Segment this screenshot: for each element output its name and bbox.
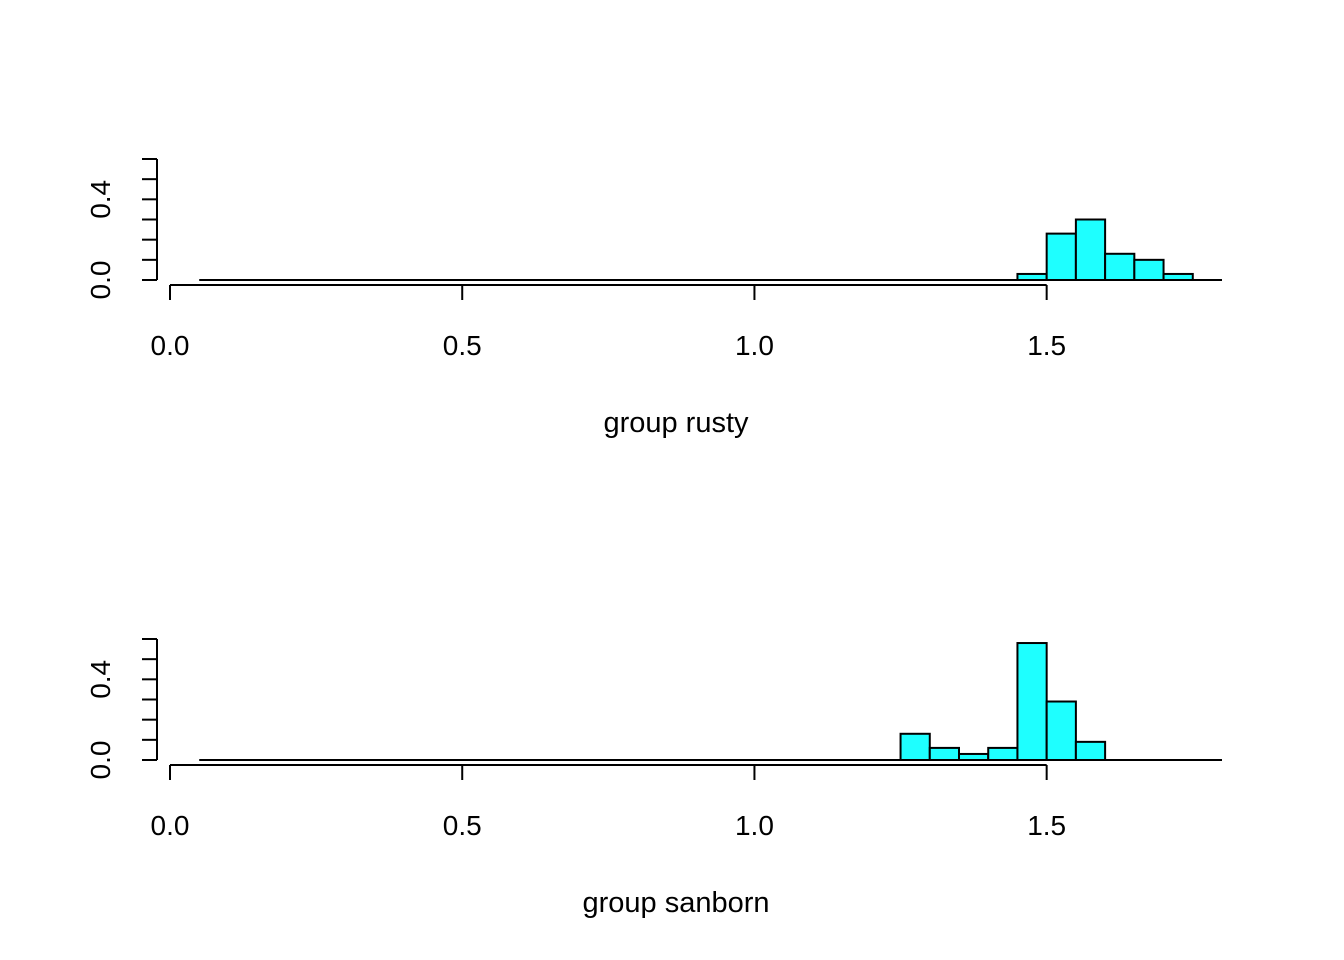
x-tick-label: 1.5 bbox=[1027, 330, 1066, 361]
x-tick-label: 1.0 bbox=[735, 330, 774, 361]
x-axis-title: group sanborn bbox=[582, 887, 769, 919]
histogram-bar bbox=[1045, 700, 1077, 761]
x-tick-label: 1.0 bbox=[735, 810, 774, 841]
histogram-bar bbox=[928, 746, 960, 762]
histogram-bar bbox=[987, 746, 1019, 762]
histogram-bar bbox=[1133, 258, 1165, 282]
histogram-bar bbox=[1016, 642, 1048, 761]
x-tick-label: 0.5 bbox=[443, 330, 482, 361]
histogram-panel-1: 0.0 0.5 1.0 1.5 0.0 0.4 group sanborn bbox=[85, 638, 1222, 919]
histogram-bar bbox=[1045, 232, 1077, 282]
histogram-bar bbox=[1016, 272, 1048, 282]
x-tick-label: 1.5 bbox=[1027, 810, 1066, 841]
histogram-bar bbox=[1162, 272, 1194, 282]
y-tick-label: 0.0 bbox=[85, 261, 116, 300]
y-tick-label: 0.4 bbox=[85, 180, 116, 219]
y-tick-label: 0.0 bbox=[85, 741, 116, 780]
x-tick-label: 0.0 bbox=[151, 810, 190, 841]
histogram-panel-0: 0.0 0.5 1.0 1.5 0.0 0.4 group rusty bbox=[85, 158, 1222, 439]
x-tick-label: 0.5 bbox=[443, 810, 482, 841]
x-axis-title: group rusty bbox=[603, 407, 749, 439]
histogram-bar bbox=[1074, 218, 1107, 281]
y-tick-label: 0.4 bbox=[85, 660, 116, 699]
x-tick-label: 0.0 bbox=[151, 330, 190, 361]
histogram-bar bbox=[899, 732, 931, 761]
histogram-bar bbox=[1104, 252, 1136, 282]
histogram-bar bbox=[958, 752, 990, 762]
histogram-bar bbox=[1074, 740, 1107, 761]
